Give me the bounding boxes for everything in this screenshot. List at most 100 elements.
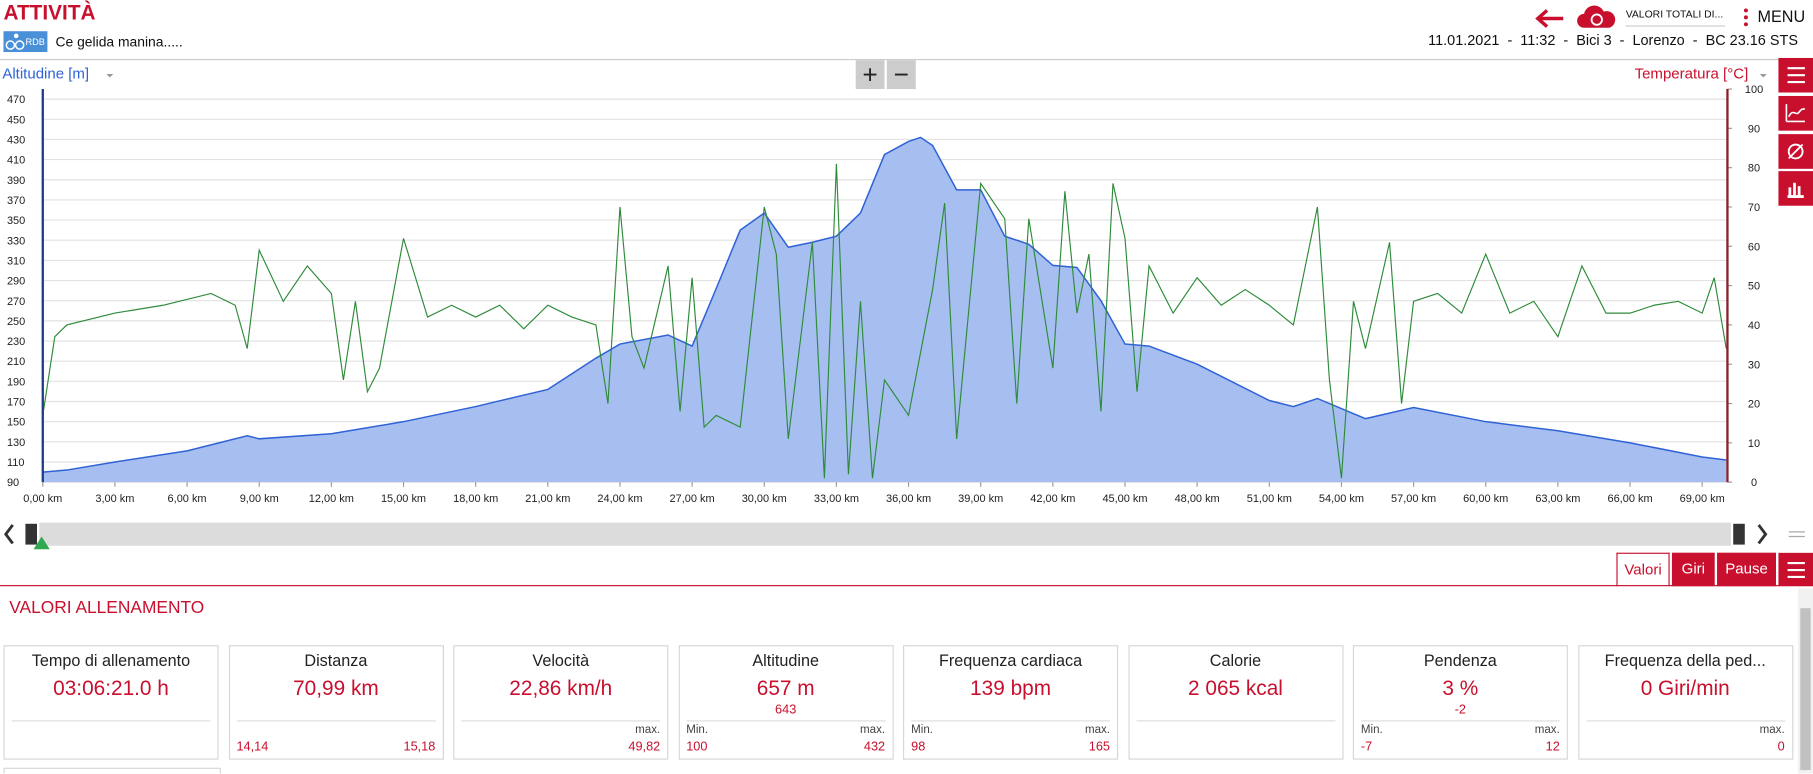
card-value: 3 %: [1442, 676, 1479, 700]
y-tick-label: 90: [7, 477, 19, 489]
tab-list-button[interactable]: [1778, 552, 1813, 587]
area-fill: [42, 137, 1727, 483]
scroll-left[interactable]: [3, 524, 14, 545]
section-title: VALORI ALLENAMENTO: [9, 597, 205, 618]
card-title: Frequenza cardiaca: [939, 650, 1083, 670]
y-tick-label: 450: [7, 114, 25, 126]
y2-tick-label: 80: [1748, 163, 1760, 175]
card-value: 2 065 kcal: [1188, 676, 1283, 700]
y2-tick-label: 100: [1745, 84, 1763, 96]
range-handle-right[interactable]: [1733, 523, 1745, 545]
header-divider: [0, 58, 1813, 61]
scroll-right[interactable]: [1757, 524, 1768, 545]
card-value: 70,99 km: [293, 676, 379, 700]
card-right-label: max.: [860, 723, 886, 737]
card-left-label: Min.: [1360, 723, 1383, 737]
card-right-value: 15,18: [403, 740, 436, 754]
totals-underline: [1625, 25, 1726, 27]
zoom-buttons: [855, 60, 916, 90]
x-tick-label: 30,00 km: [742, 493, 787, 505]
x-tick-label: 48,00 km: [1175, 493, 1220, 505]
card-divider: [911, 720, 1110, 722]
x-tick-label: 18,00 km: [453, 493, 498, 505]
page-title: ATTIVITÀ: [3, 1, 96, 25]
x-tick-label: 24,00 km: [597, 493, 642, 505]
card-right-value: 165: [1088, 740, 1110, 754]
y2-tick-label: 20: [1748, 399, 1760, 411]
x-tick-label: 9,00 km: [240, 493, 279, 505]
x-tick-label: 66,00 km: [1607, 493, 1652, 505]
x-tick-label: 36,00 km: [886, 493, 931, 505]
y-tick-label: 210: [7, 356, 25, 368]
y2-tick-label: 60: [1748, 241, 1760, 253]
y-tick-label: 350: [7, 215, 25, 227]
x-tick-label: 42,00 km: [1030, 493, 1075, 505]
card-value: 139 bpm: [970, 676, 1052, 700]
card-divider: [1136, 720, 1335, 722]
card-right-value: 12: [1545, 740, 1560, 754]
x-tick-label: 51,00 km: [1247, 493, 1292, 505]
tabs-divider: [0, 585, 1813, 587]
card-right-label: max.: [1084, 723, 1110, 737]
tab[interactable]: Giri: [1671, 552, 1715, 587]
stat-card: Frequenza della ped... 0 Giri/min max. 0: [1577, 645, 1793, 760]
card-subvalue: -2: [1454, 703, 1466, 717]
axis-title: Altitudine [m]: [2, 66, 89, 83]
activity-info: 11.01.2021 - 11:32 - Bici 3 - Lorenzo - …: [1428, 32, 1798, 49]
stat-card: Calorie 2 065 kcal: [1127, 645, 1343, 760]
y-tick-label: 230: [7, 336, 25, 348]
card-right-label: max.: [1759, 723, 1785, 737]
card-title: Calorie: [1209, 650, 1262, 670]
scrollbar-thumb[interactable]: [1800, 608, 1811, 771]
stat-card: Altitudine 657 m 643 Min. 100 max. 432: [678, 645, 894, 760]
y-tick-label: 310: [7, 255, 25, 267]
y-tick-label: 430: [7, 134, 25, 146]
x-tick-label: 6,00 km: [168, 493, 207, 505]
x-tick-label: 57,00 km: [1391, 493, 1436, 505]
y-tick-label: 150: [7, 417, 25, 429]
x-tick-label: 63,00 km: [1535, 493, 1580, 505]
card-right-value: 432: [863, 740, 886, 754]
card-value: 22,86 km/h: [509, 676, 613, 700]
range-track[interactable]: [39, 522, 1731, 546]
x-tick-label: 12,00 km: [309, 493, 354, 505]
card-title: Tempo di allenamento: [31, 650, 191, 670]
y2-tick-label: 70: [1748, 202, 1760, 214]
stat-card: Distanza 70,99 km 14,14 15,18: [228, 645, 444, 760]
stat-card: Frequenza cardiaca 139 bpm Min. 98 max. 165: [903, 645, 1119, 760]
card-divider: [1585, 720, 1785, 722]
dropdown-caret: [106, 74, 114, 78]
card-divider: [236, 720, 436, 722]
menu-button[interactable]: MENU: [1757, 6, 1806, 26]
card-right-value: 49,82: [628, 740, 661, 754]
y2-tick-label: 30: [1748, 359, 1760, 371]
chart-tools: [1778, 57, 1813, 206]
stat-card: Velocità 22,86 km/h max. 49,82: [453, 645, 669, 760]
tab[interactable]: Pause: [1717, 552, 1776, 587]
x-tick-label: 33,00 km: [814, 493, 859, 505]
card-left-label: Min.: [911, 723, 933, 737]
totals-button[interactable]: VALORI TOTALI DI...: [1625, 8, 1724, 20]
tab[interactable]: Valori: [1616, 552, 1670, 587]
card-left-label: Min.: [686, 723, 709, 737]
x-tick-label: 0,00 km: [23, 493, 62, 505]
card-left-value: -7: [1360, 740, 1373, 754]
axis-title: Temperatura [°C]: [1635, 66, 1749, 83]
y-tick-label: 390: [7, 175, 25, 187]
card-title: Pendenza: [1423, 650, 1497, 670]
card-left-value: 14,14: [236, 740, 269, 754]
range-handle-left[interactable]: [25, 523, 37, 545]
cloud-icon[interactable]: [1575, 5, 1619, 30]
card-value: 657 m: [756, 676, 815, 700]
back-arrow[interactable]: [1533, 7, 1565, 30]
card-divider: [461, 720, 661, 722]
card-partial: [3, 767, 221, 774]
x-tick-label: 39,00 km: [958, 493, 1003, 505]
x-tick-label: 21,00 km: [525, 493, 570, 505]
position-marker[interactable]: [33, 536, 50, 550]
y2-tick-label: 50: [1748, 281, 1760, 293]
card-left-value: 98: [911, 740, 926, 754]
menu-dots[interactable]: [1741, 7, 1750, 28]
